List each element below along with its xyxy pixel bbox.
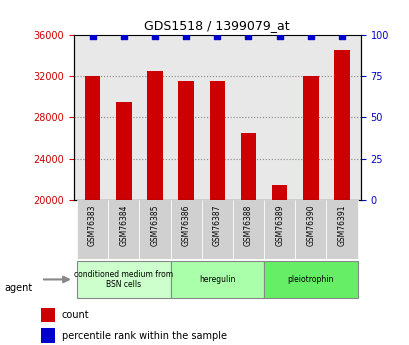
Bar: [333, 50, 349, 200]
Text: GSM76386: GSM76386: [181, 205, 190, 246]
Text: percentile rank within the sample: percentile rank within the sample: [62, 331, 226, 341]
Bar: [302, 76, 318, 200]
Point: [182, 33, 189, 39]
Bar: [178, 81, 193, 200]
Title: GDS1518 / 1399079_at: GDS1518 / 1399079_at: [144, 19, 290, 32]
FancyBboxPatch shape: [263, 261, 357, 298]
Text: conditioned medium from
BSN cells: conditioned medium from BSN cells: [74, 270, 173, 289]
Point: [120, 33, 127, 39]
FancyBboxPatch shape: [170, 261, 263, 298]
FancyBboxPatch shape: [294, 200, 326, 259]
Text: agent: agent: [4, 283, 32, 293]
FancyBboxPatch shape: [77, 261, 170, 298]
Bar: [147, 71, 162, 200]
Text: GSM76384: GSM76384: [119, 205, 128, 246]
Text: GSM76388: GSM76388: [243, 205, 252, 246]
Bar: [116, 102, 131, 200]
Point: [89, 33, 96, 39]
Text: GSM76387: GSM76387: [212, 205, 221, 246]
FancyBboxPatch shape: [201, 200, 232, 259]
Point: [213, 33, 220, 39]
Bar: [271, 185, 287, 200]
FancyBboxPatch shape: [170, 200, 201, 259]
Text: heregulin: heregulin: [199, 275, 235, 284]
FancyBboxPatch shape: [232, 200, 263, 259]
FancyBboxPatch shape: [263, 200, 294, 259]
Bar: [41, 328, 55, 343]
Text: pleiotrophin: pleiotrophin: [287, 275, 333, 284]
Text: GSM76383: GSM76383: [88, 205, 97, 246]
Text: GSM76391: GSM76391: [337, 205, 346, 246]
Bar: [209, 81, 225, 200]
FancyBboxPatch shape: [77, 200, 108, 259]
Point: [245, 33, 251, 39]
Text: GSM76390: GSM76390: [306, 205, 315, 246]
Point: [307, 33, 313, 39]
FancyBboxPatch shape: [326, 200, 357, 259]
Text: GSM76389: GSM76389: [274, 205, 283, 246]
Bar: [41, 308, 55, 322]
Point: [151, 33, 158, 39]
Text: count: count: [62, 310, 89, 320]
Bar: [240, 133, 256, 200]
FancyBboxPatch shape: [108, 200, 139, 259]
Point: [338, 33, 344, 39]
FancyBboxPatch shape: [139, 200, 170, 259]
Bar: [85, 76, 100, 200]
Point: [276, 33, 282, 39]
Text: GSM76385: GSM76385: [150, 205, 159, 246]
